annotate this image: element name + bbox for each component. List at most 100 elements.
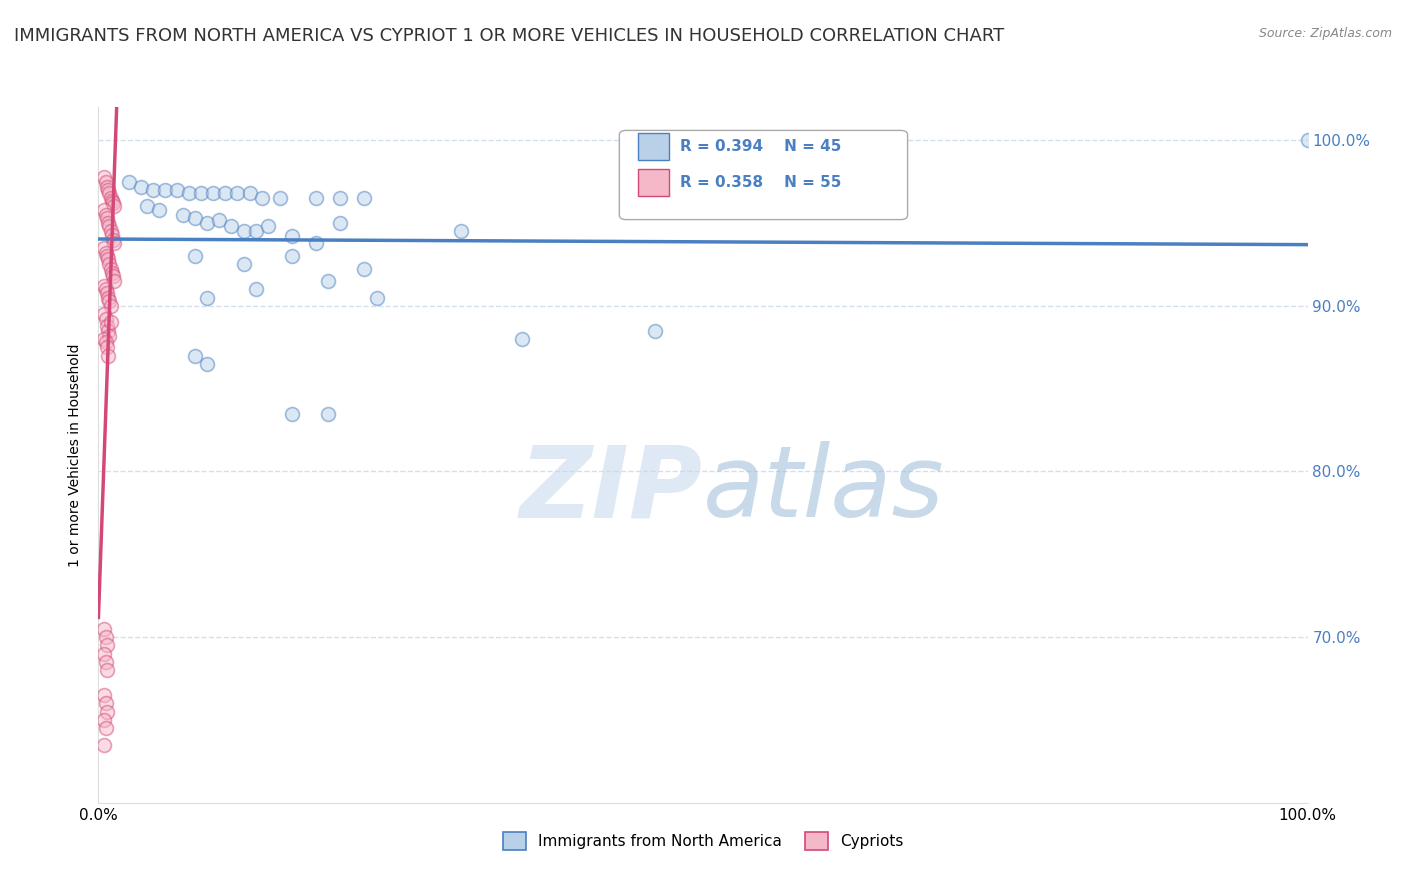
Point <box>96 318 118 333</box>
Point <box>245 282 267 296</box>
Point <box>98 219 121 234</box>
Legend: Immigrants from North America, Cypriots: Immigrants from North America, Cypriots <box>495 824 911 858</box>
Point <box>148 202 170 217</box>
Point <box>184 349 207 363</box>
Point <box>195 291 218 305</box>
Point <box>94 208 117 222</box>
Point <box>94 175 117 189</box>
Point <box>208 212 231 227</box>
Point <box>93 332 115 346</box>
Point <box>184 249 207 263</box>
Point <box>96 639 118 653</box>
Point <box>97 324 120 338</box>
Point <box>101 196 124 211</box>
Point <box>100 299 122 313</box>
Point <box>94 697 117 711</box>
Point <box>305 191 328 205</box>
Point <box>142 183 165 197</box>
Point <box>153 183 176 197</box>
Point <box>96 179 118 194</box>
Point <box>97 216 120 230</box>
Point <box>96 211 118 225</box>
Point <box>172 208 194 222</box>
Point <box>245 224 267 238</box>
Point <box>96 285 118 300</box>
Point <box>281 229 304 244</box>
Point <box>93 202 115 217</box>
Point <box>98 293 121 308</box>
Point <box>353 262 375 277</box>
Point <box>644 324 666 338</box>
Text: R = 0.394    N = 45: R = 0.394 N = 45 <box>681 139 841 154</box>
Point <box>316 274 339 288</box>
Point <box>510 332 533 346</box>
Point <box>232 257 254 271</box>
Point <box>305 235 328 250</box>
Point <box>329 191 352 205</box>
Text: Source: ZipAtlas.com: Source: ZipAtlas.com <box>1258 27 1392 40</box>
Point <box>98 328 121 343</box>
Point <box>100 262 122 277</box>
Point <box>94 312 117 326</box>
Text: R = 0.358    N = 55: R = 0.358 N = 55 <box>681 175 841 190</box>
Point <box>179 186 201 201</box>
Point <box>94 245 117 260</box>
Point <box>281 407 304 421</box>
Text: ZIP: ZIP <box>520 442 703 538</box>
Point <box>97 252 120 267</box>
Point <box>226 186 249 201</box>
Point <box>101 268 124 283</box>
Point <box>232 224 254 238</box>
Point <box>100 266 122 280</box>
Point <box>129 179 152 194</box>
Point <box>93 622 115 636</box>
Point <box>94 721 117 735</box>
Point <box>195 216 218 230</box>
Text: IMMIGRANTS FROM NORTH AMERICA VS CYPRIOT 1 OR MORE VEHICLES IN HOUSEHOLD CORRELA: IMMIGRANTS FROM NORTH AMERICA VS CYPRIOT… <box>14 27 1004 45</box>
Point <box>103 274 125 288</box>
Point <box>118 175 141 189</box>
Y-axis label: 1 or more Vehicles in Household: 1 or more Vehicles in Household <box>69 343 83 566</box>
Point <box>281 249 304 263</box>
Point <box>96 705 118 719</box>
Point <box>239 186 262 201</box>
Point <box>202 186 225 201</box>
Point <box>97 183 120 197</box>
Point <box>135 199 157 213</box>
Point <box>101 233 124 247</box>
Point <box>93 279 115 293</box>
Point <box>450 224 472 238</box>
Text: atlas: atlas <box>703 442 945 538</box>
Point <box>97 291 120 305</box>
Point <box>366 291 388 305</box>
Point <box>93 688 115 702</box>
Point <box>96 340 118 354</box>
Point <box>269 191 291 205</box>
Point <box>96 663 118 677</box>
Point <box>94 655 117 669</box>
Point <box>98 257 121 271</box>
Point <box>100 315 122 329</box>
Point <box>94 282 117 296</box>
Point <box>96 249 118 263</box>
Point <box>100 191 122 205</box>
Point <box>103 199 125 213</box>
Point <box>100 224 122 238</box>
Point <box>103 235 125 250</box>
Point <box>256 219 278 234</box>
Point <box>353 191 375 205</box>
Point <box>93 241 115 255</box>
Point <box>93 169 115 184</box>
Point <box>93 647 115 661</box>
Point <box>214 186 236 201</box>
Point <box>166 183 188 197</box>
Point <box>1296 133 1319 147</box>
Point <box>100 194 122 209</box>
Point <box>316 407 339 421</box>
Point <box>98 186 121 201</box>
Point <box>195 357 218 371</box>
Point <box>184 211 207 225</box>
Point <box>97 349 120 363</box>
Point <box>190 186 212 201</box>
Point <box>94 630 117 644</box>
